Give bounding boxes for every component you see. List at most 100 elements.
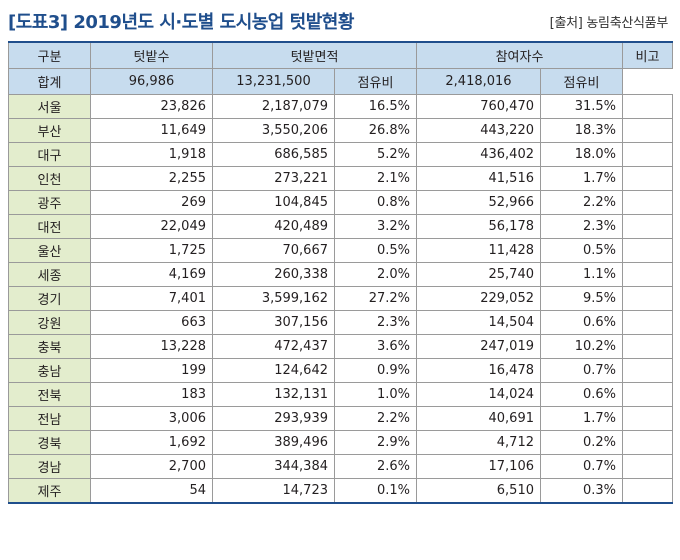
table-row: 서울 23,826 2,187,079 16.5% 760,470 31.5% [8,94,673,119]
table-row: 인천 2,255 273,221 2.1% 41,516 1.7% [8,166,673,191]
area-share-cell: 26.8% [334,118,417,143]
header-participant-share: 점유비 [540,68,623,95]
area-share-cell: 2.3% [334,310,417,335]
table-row: 세종 4,169 260,338 2.0% 25,740 1.1% [8,262,673,287]
participants-cell: 25,740 [416,262,541,287]
farms-cell: 1,918 [90,142,213,167]
table-row: 제주 54 14,723 0.1% 6,510 0.3% [8,478,673,504]
region-cell: 경북 [8,430,91,455]
participants-cell: 229,052 [416,286,541,311]
participants-cell: 11,428 [416,238,541,263]
area-cell: 307,156 [212,310,335,335]
region-cell: 충북 [8,334,91,359]
region-cell: 경남 [8,454,91,479]
participants-cell: 443,220 [416,118,541,143]
header-row: 구분 텃밭수 텃밭면적 참여자수 비고 [8,41,673,69]
participant-share-cell: 0.5% [540,238,623,263]
note-cell [622,214,673,239]
note-cell [622,190,673,215]
participants-cell: 17,106 [416,454,541,479]
table-row: 대전 22,049 420,489 3.2% 56,178 2.3% [8,214,673,239]
area-cell: 293,939 [212,406,335,431]
table-row: 전남 3,006 293,939 2.2% 40,691 1.7% [8,406,673,431]
participants-cell: 14,024 [416,382,541,407]
participant-share-cell: 0.7% [540,454,623,479]
farms-cell: 1,692 [90,430,213,455]
table-row: 대구 1,918 686,585 5.2% 436,402 18.0% [8,142,673,167]
note-cell [622,430,673,455]
area-share-cell: 2.6% [334,454,417,479]
note-cell [622,406,673,431]
region-cell: 전남 [8,406,91,431]
farms-cell: 663 [90,310,213,335]
region-cell: 대전 [8,214,91,239]
header-participants: 참여자수 [416,41,623,69]
table-row: 경남 2,700 344,384 2.6% 17,106 0.7% [8,454,673,479]
note-cell [622,286,673,311]
participants-cell: 760,470 [416,94,541,119]
region-cell: 세종 [8,262,91,287]
table-row: 광주 269 104,845 0.8% 52,966 2.2% [8,190,673,215]
document-title: [도표3] 2019년도 시·도별 도시농업 텃밭현황 [8,12,354,33]
participant-share-cell: 1.7% [540,166,623,191]
region-cell: 경기 [8,286,91,311]
note-cell [622,94,673,119]
farms-cell: 13,228 [90,334,213,359]
area-cell: 686,585 [212,142,335,167]
participants-cell: 247,019 [416,334,541,359]
area-cell: 420,489 [212,214,335,239]
region-cell: 대구 [8,142,91,167]
area-cell: 132,131 [212,382,335,407]
note-cell [622,382,673,407]
table-row: 강원 663 307,156 2.3% 14,504 0.6% [8,310,673,335]
table-row: 충남 199 124,642 0.9% 16,478 0.7% [8,358,673,383]
total-label: 합계 [8,68,91,95]
farms-cell: 22,049 [90,214,213,239]
table-row: 경북 1,692 389,496 2.9% 4,712 0.2% [8,430,673,455]
region-cell: 강원 [8,310,91,335]
region-cell: 전북 [8,382,91,407]
region-cell: 인천 [8,166,91,191]
header-region: 구분 [8,41,91,69]
area-share-cell: 1.0% [334,382,417,407]
participants-cell: 4,712 [416,430,541,455]
table-row: 경기 7,401 3,599,162 27.2% 229,052 9.5% [8,286,673,311]
region-cell: 서울 [8,94,91,119]
area-share-cell: 2.9% [334,430,417,455]
area-share-cell: 0.5% [334,238,417,263]
farms-cell: 23,826 [90,94,213,119]
participant-share-cell: 0.6% [540,310,623,335]
area-cell: 70,667 [212,238,335,263]
participant-share-cell: 18.3% [540,118,623,143]
table-row: 전북 183 132,131 1.0% 14,024 0.6% [8,382,673,407]
total-area: 13,231,500 [212,68,335,95]
farms-cell: 7,401 [90,286,213,311]
region-cell: 울산 [8,238,91,263]
farms-cell: 11,649 [90,118,213,143]
note-cell [622,262,673,287]
urban-farm-table: 구분 텃밭수 텃밭면적 참여자수 비고 합계 96,986 13,231,500… [8,41,673,504]
area-cell: 14,723 [212,478,335,504]
participant-share-cell: 0.3% [540,478,623,504]
participants-cell: 6,510 [416,478,541,504]
participant-share-cell: 1.7% [540,406,623,431]
participants-cell: 40,691 [416,406,541,431]
area-cell: 2,187,079 [212,94,335,119]
table-row: 충북 13,228 472,437 3.6% 247,019 10.2% [8,334,673,359]
farms-cell: 269 [90,190,213,215]
title-bar: [도표3] 2019년도 시·도별 도시농업 텃밭현황 [출처] 농림축산식품부 [8,4,672,34]
total-farms: 96,986 [90,68,213,95]
area-share-cell: 27.2% [334,286,417,311]
farms-cell: 3,006 [90,406,213,431]
note-cell [622,358,673,383]
participant-share-cell: 0.6% [540,382,623,407]
note-cell [622,238,673,263]
header-farms: 텃밭수 [90,41,213,69]
area-cell: 472,437 [212,334,335,359]
participant-share-cell: 10.2% [540,334,623,359]
participant-share-cell: 1.1% [540,262,623,287]
participants-cell: 41,516 [416,166,541,191]
farms-cell: 54 [90,478,213,504]
area-share-cell: 0.8% [334,190,417,215]
note-cell [622,142,673,167]
